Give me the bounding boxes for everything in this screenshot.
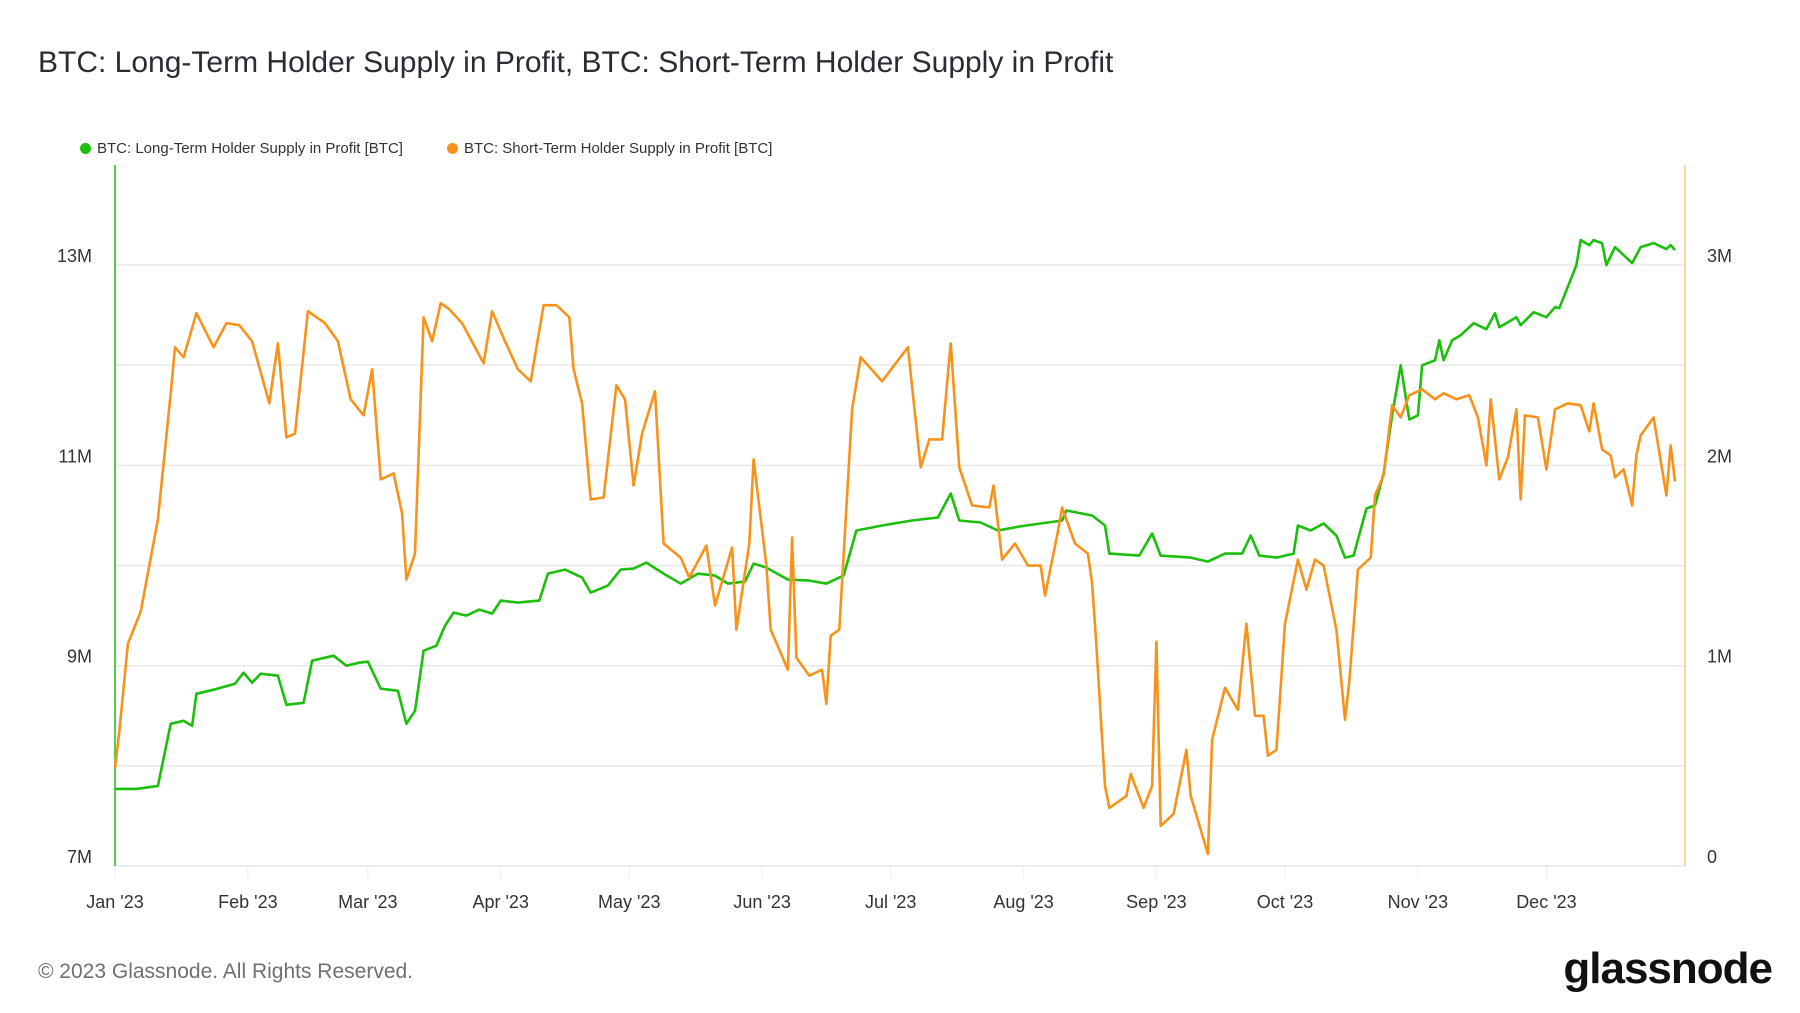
axes: Jan '23 Feb '23 Mar '23 Apr '23 May '23 Jun '… bbox=[57, 165, 1732, 912]
x-tick-label: Jan '23 bbox=[86, 892, 143, 912]
x-tick-label: Aug '23 bbox=[993, 892, 1054, 912]
legend-label-sth: BTC: Short-Term Holder Supply in Profit … bbox=[463, 140, 773, 157]
glassnode-logo: glassnode bbox=[1563, 944, 1773, 993]
x-tick-label: Apr '23 bbox=[472, 892, 528, 912]
x-tick-label: Sep '23 bbox=[1126, 892, 1187, 912]
y-right-tick-label: 3M bbox=[1707, 246, 1732, 266]
sth-color-dot-icon bbox=[446, 143, 458, 154]
x-tick-label: Jul '23 bbox=[865, 892, 916, 912]
sth-series-line bbox=[113, 301, 1677, 856]
x-tick-label: Oct '23 bbox=[1257, 892, 1313, 912]
y-left-tick-label: 13M bbox=[57, 246, 92, 266]
series-lines bbox=[113, 238, 1677, 856]
lth-series-line bbox=[115, 238, 1676, 791]
y-left-tick-label: 11M bbox=[58, 446, 92, 466]
copyright-text: © 2023 Glassnode. All Rights Reserved. bbox=[38, 960, 414, 983]
x-tick-label: Jun '23 bbox=[733, 892, 790, 912]
x-tick-label: May '23 bbox=[598, 892, 660, 912]
y-left-tick-label: 9M bbox=[67, 647, 92, 667]
gridlines bbox=[115, 264, 1685, 867]
y-left-tick-label: 7M bbox=[67, 847, 92, 867]
x-tick-label: Nov '23 bbox=[1388, 892, 1448, 912]
x-tick-label: Dec '23 bbox=[1516, 892, 1576, 912]
y-right-tick-label: 2M bbox=[1707, 446, 1732, 466]
x-tick-label: Feb '23 bbox=[218, 892, 277, 912]
y-right-tick-label: 1M bbox=[1707, 647, 1732, 667]
legend-item-lth[interactable]: BTC: Long-Term Holder Supply in Profit [… bbox=[80, 140, 403, 157]
chart-title: BTC: Long-Term Holder Supply in Profit, … bbox=[38, 46, 1114, 79]
lth-color-dot-icon bbox=[80, 143, 91, 154]
legend-label-lth: BTC: Long-Term Holder Supply in Profit [… bbox=[97, 140, 403, 157]
legend: BTC: Long-Term Holder Supply in Profit [… bbox=[80, 140, 772, 157]
legend-item-sth[interactable]: BTC: Short-Term Holder Supply in Profit … bbox=[446, 140, 773, 157]
x-tick-label: Mar '23 bbox=[338, 892, 397, 912]
y-right-tick-label: 0 bbox=[1707, 847, 1717, 867]
